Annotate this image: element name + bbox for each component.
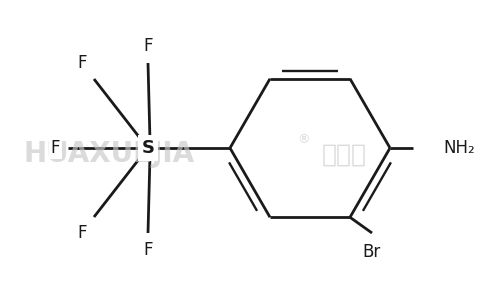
- Text: F: F: [143, 241, 153, 259]
- Text: F: F: [77, 54, 87, 72]
- Text: S: S: [142, 139, 155, 157]
- Text: NH₂: NH₂: [443, 139, 475, 157]
- Text: F: F: [143, 37, 153, 55]
- Text: ®: ®: [298, 133, 310, 146]
- Text: HUAXUEJIA: HUAXUEJIA: [24, 140, 195, 168]
- Text: Br: Br: [363, 243, 381, 261]
- Text: 化学加: 化学加: [322, 143, 367, 166]
- Text: F: F: [77, 224, 87, 242]
- Text: F: F: [50, 139, 60, 157]
